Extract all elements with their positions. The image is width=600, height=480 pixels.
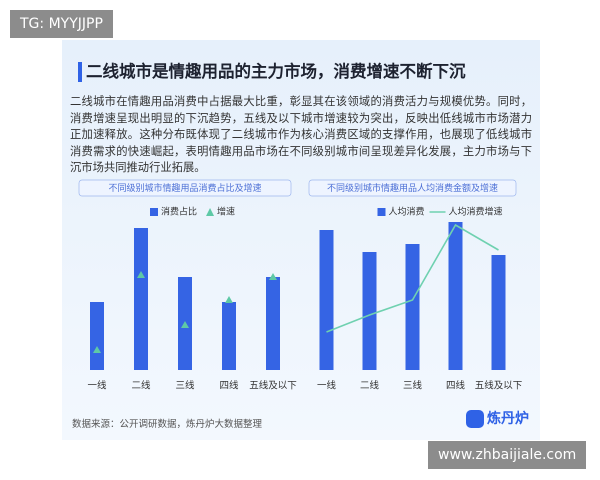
legend-swatch	[377, 208, 386, 216]
logo: 炼丹炉	[466, 408, 529, 428]
bar	[491, 255, 506, 370]
x-tick-label: 二线	[360, 380, 380, 392]
legend-label: 人均消费增速	[449, 206, 503, 218]
bar	[319, 230, 334, 370]
x-tick-label: 四线	[446, 380, 466, 392]
bar	[266, 277, 280, 370]
x-tick-label: 一线	[87, 380, 107, 392]
headline: 二线城市是情趣用品的主力市场，消费增速不断下沉	[78, 62, 466, 82]
x-tick-label: 五线及以下	[249, 380, 297, 392]
bar	[362, 252, 377, 370]
legend-label: 消费占比	[161, 206, 197, 218]
x-tick-label: 二线	[131, 380, 151, 392]
chart-title: 不同级别城市情趣用品消费占比及增速	[108, 182, 261, 194]
bar	[448, 222, 463, 370]
bar	[405, 244, 420, 370]
x-tick-label: 五线及以下	[475, 380, 523, 392]
bar	[222, 302, 236, 370]
marker	[269, 273, 277, 280]
line	[326, 223, 499, 333]
chart-title: 不同级别城市情趣用品人均消费金额及增速	[327, 182, 498, 194]
watermark-tag: TG: MYYJJPP	[10, 10, 113, 38]
marker	[181, 321, 189, 328]
x-tick-label: 一线	[317, 380, 337, 392]
paragraph: 二线城市在情趣用品消费中占据最大比重，彰显其在该领域的消费活力与规模优势。同时，…	[70, 95, 532, 174]
chart-title-box	[308, 179, 517, 197]
legend-label: 人均消费	[389, 206, 425, 218]
bar	[90, 302, 104, 370]
bar	[134, 228, 148, 370]
site-tag: www.zhbaijiale.com	[428, 441, 587, 469]
x-tick-label: 三线	[175, 380, 195, 392]
logo-text: 炼丹炉	[487, 411, 529, 427]
x-tick-label: 三线	[403, 380, 423, 392]
marker	[137, 271, 145, 278]
x-tick-label: 四线	[219, 380, 239, 392]
legend-label: 增速	[217, 206, 235, 218]
legend-swatch	[150, 208, 158, 216]
legend-swatch	[206, 208, 215, 216]
marker	[225, 296, 233, 303]
logo-icon	[466, 410, 484, 428]
source-note: 数据来源：公开调研数据，炼丹炉大数据整理	[72, 419, 263, 430]
marker	[93, 346, 101, 353]
chart-title-box	[78, 179, 292, 197]
